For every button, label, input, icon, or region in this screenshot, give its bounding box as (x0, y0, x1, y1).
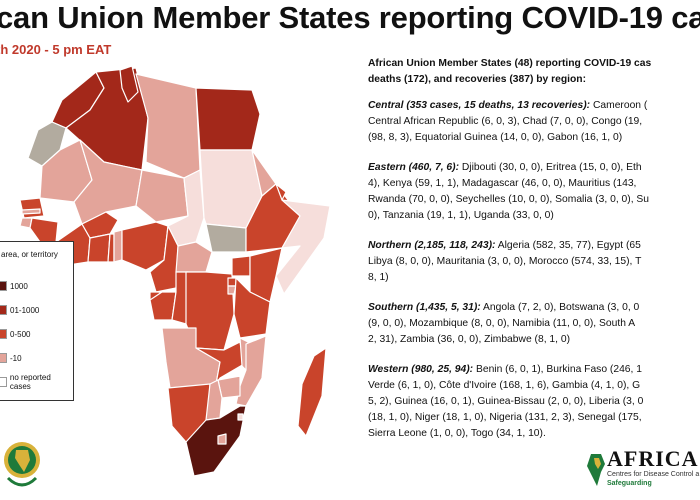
region-line: 0), Tanzania (19, 1, 1), Uganda (33, 0, … (368, 210, 554, 221)
region-southern: Southern (1,435, 5, 31): Angola (7, 2, 0… (368, 300, 700, 348)
legend-swatch (0, 281, 7, 291)
africa-cdc-subtitle: Centres for Disease Control a (607, 471, 700, 478)
country-benin (113, 229, 123, 263)
country-madagascar (297, 347, 327, 437)
country-botswana (205, 379, 223, 421)
country-burkina-faso (81, 211, 119, 239)
region-first-line: Central (353 cases, 15 deaths, 13 recove… (368, 98, 700, 114)
country-mozambique (235, 335, 267, 407)
legend-item: 1000 (0, 280, 28, 292)
country-djibouti (275, 183, 287, 201)
region-line: Sierra Leone (1, 0, 0), Togo (34, 1, 10)… (368, 428, 546, 439)
legend-label: -10 (10, 353, 22, 363)
legend-item: 01-1000 (0, 304, 39, 316)
country-south-sudan (205, 223, 247, 253)
country-egypt (195, 87, 261, 151)
region-line: 8, 1) (368, 272, 389, 283)
african-union-emblem (4, 442, 40, 487)
region-line: 2, 31), Zambia (36, 0, 0), Zimbabwe (8, … (368, 334, 571, 345)
map-legend: area, or territory 1000 01-1000 0-500 -1… (0, 241, 74, 401)
region-line: (98, 8, 3), Equatorial Guinea (14, 0, 0)… (368, 132, 623, 143)
region-first-line: Western (980, 25, 94): Benin (6, 0, 1), … (368, 362, 700, 378)
legend-swatch (0, 377, 7, 387)
country-zambia (195, 341, 245, 385)
region-heading: Central (353 cases, 15 deaths, 13 recove… (368, 100, 591, 111)
region-line: Rwanda (70, 0, 0), Seychelles (10, 0, 0)… (368, 194, 650, 205)
region-heading: Eastern (460, 7, 6): (368, 162, 459, 173)
legend-item: 0-500 (0, 328, 30, 340)
legend-label: no reported cases (9, 373, 51, 391)
country-guinea (29, 217, 59, 243)
legend-swatch (0, 353, 7, 363)
region-heading: Southern (1,435, 5, 31): (368, 302, 481, 313)
region-first-line: Eastern (460, 7, 6): Djibouti (30, 0, 0)… (368, 160, 700, 176)
legend-label: 01-1000 (10, 305, 40, 315)
country-rwanda (227, 277, 237, 287)
region-central: Central (353 cases, 15 deaths, 13 recove… (368, 98, 700, 146)
region-text: Benin (6, 0, 1), Burkina Faso (246, 1 (473, 364, 642, 375)
region-line: 4), Kenya (59, 1, 1), Madagascar (46, 0,… (368, 178, 637, 189)
legend-label: 0-500 (10, 329, 31, 339)
country-tunisia (119, 66, 139, 103)
region-western: Western (980, 25, 94): Benin (6, 0, 1), … (368, 362, 700, 442)
country-south-africa (185, 405, 247, 477)
country-uganda (231, 255, 251, 277)
region-text: Angola (7, 2, 0), Botswana (3, 0, 0 (480, 302, 640, 313)
legend-header: area, or territory (1, 250, 58, 259)
country-lesotho (217, 433, 227, 445)
country-burundi (227, 285, 237, 295)
panel-intro-line: African Union Member States (48) reporti… (368, 58, 652, 69)
country-ghana (87, 233, 111, 263)
region-heading: Western (980, 25, 94): (368, 364, 474, 375)
africa-map (19, 66, 331, 477)
legend-swatch (0, 329, 7, 339)
panel-intro-line: deaths (172), and recoveries (387) by re… (368, 74, 587, 85)
africa-cdc-branding: AFRICA C Centres for Disease Control a S… (607, 448, 700, 488)
cases-panel: African Union Member States (48) reporti… (368, 56, 700, 439)
legend-label: 1000 (10, 281, 28, 291)
map-title: can Union Member States reporting COVID-… (0, 0, 700, 35)
africa-cdc-logo-mark (587, 454, 605, 486)
region-line: (18, 1, 0), Niger (18, 1, 0), Nigeria (1… (368, 412, 642, 423)
country-gambia (21, 208, 41, 215)
region-line: 5, 2), Guinea (16, 0, 1), Guinea-Bissau … (368, 396, 644, 407)
region-line: Verde (6, 1, 0), Côte d'Ivoire (168, 1, … (368, 380, 641, 391)
legend-swatch (0, 305, 7, 315)
region-line: Libya (8, 0, 0), Mauritania (3, 0, 0), M… (368, 256, 642, 267)
africa-cdc-name: AFRICA C (607, 446, 700, 471)
region-first-line: Southern (1,435, 5, 31): Angola (7, 2, 0… (368, 300, 700, 316)
region-text: Djibouti (30, 0, 0), Eritrea (15, 0, 0),… (459, 162, 642, 173)
country-senegal (19, 197, 45, 219)
region-text: Cameroon ( (590, 100, 648, 111)
country-tanzania (233, 277, 271, 339)
region-text: Algeria (582, 35, 77), Egypt (65 (495, 240, 641, 251)
region-northern: Northern (2,185, 118, 243): Algeria (582… (368, 238, 700, 286)
legend-item: -10 (0, 352, 22, 364)
region-heading: Northern (2,185, 118, 243): (368, 240, 496, 251)
region-eastern: Eastern (460, 7, 6): Djibouti (30, 0, 0)… (368, 160, 700, 224)
africa-cdc-tagline: Safeguarding (607, 480, 652, 487)
region-line: Central African Republic (6, 0, 3), Chad… (368, 116, 643, 127)
region-line: (9, 0, 0), Mozambique (8, 0, 0), Namibia… (368, 318, 636, 329)
region-first-line: Northern (2,185, 118, 243): Algeria (582… (368, 238, 700, 254)
country-central-african-republic (175, 241, 213, 273)
legend-item: no reported cases (0, 373, 73, 391)
map-subtitle: th 2020 - 5 pm EAT (0, 42, 112, 57)
country-eswatini (237, 413, 244, 421)
country-niger (135, 169, 189, 223)
